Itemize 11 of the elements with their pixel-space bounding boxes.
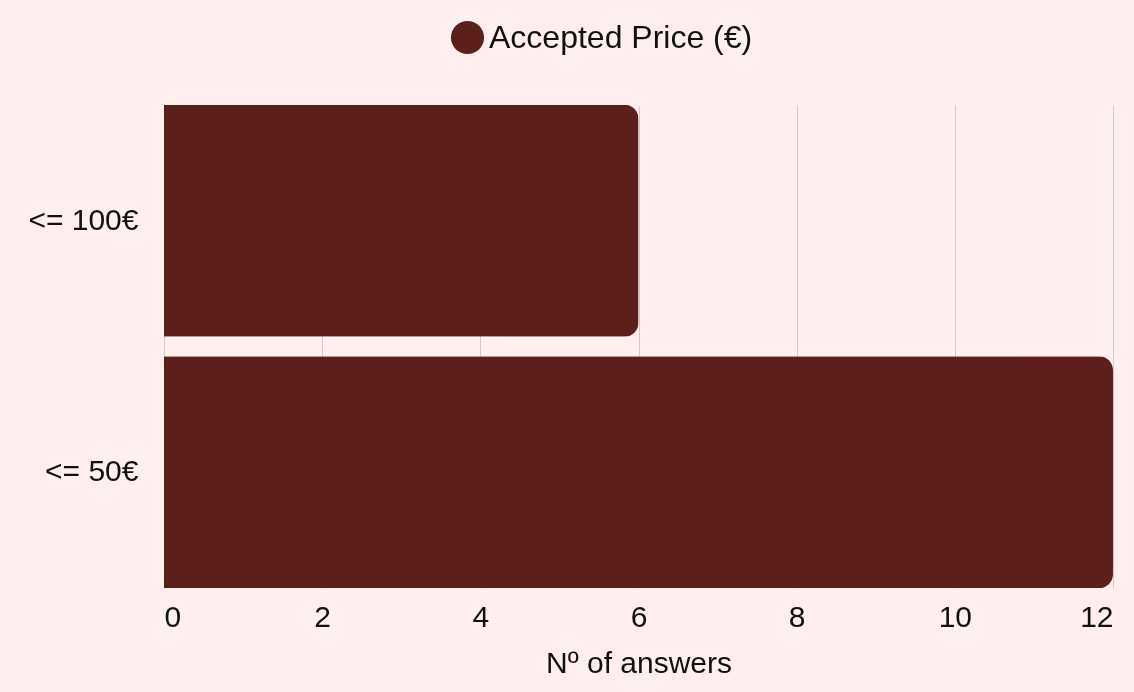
x-tick-label: 6 [630,599,648,633]
x-tick-label: 4 [472,599,490,633]
x-tick-label: 8 [788,599,806,633]
x-tick-label: 12 [1080,599,1114,633]
y-tick-label: <= 50€ [45,454,139,488]
x-tick-label: 10 [938,599,973,633]
x-tick-label: 2 [314,599,332,633]
legend-label: Accepted Price (€) [489,18,753,55]
y-tick-label: <= 100€ [28,202,139,236]
x-axis-title: Nº of answers [545,645,733,679]
x-tick-label: 0 [164,599,182,633]
